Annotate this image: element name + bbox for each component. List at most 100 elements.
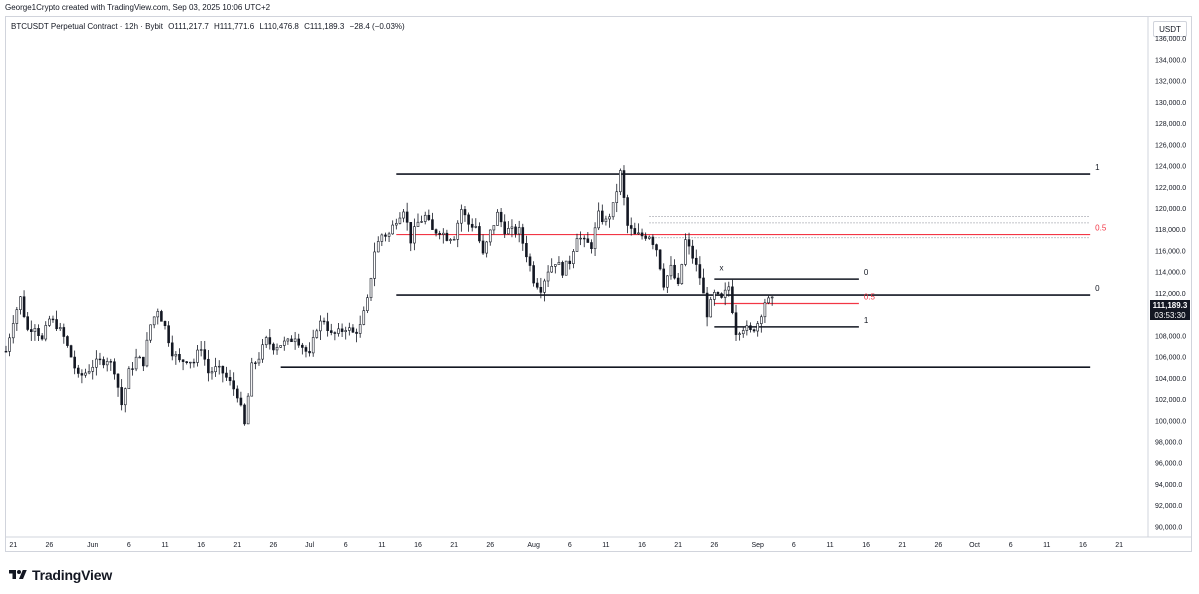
- candle-down: [673, 264, 676, 279]
- candle-down: [445, 232, 449, 241]
- candle-down: [51, 318, 55, 321]
- candle-up: [619, 170, 622, 193]
- candle-down: [333, 332, 337, 334]
- candle-down: [203, 349, 207, 360]
- candle-up: [138, 356, 142, 359]
- candle-down: [644, 235, 647, 239]
- candle-down: [109, 361, 113, 363]
- candle-down: [626, 197, 629, 226]
- candle-up: [337, 328, 340, 334]
- candle-down: [731, 286, 734, 314]
- tradingview-brand[interactable]: TradingView: [8, 566, 112, 584]
- candle-down: [170, 342, 174, 357]
- price-axis[interactable]: 90,000.0 92,000.0 94,000.0 96,000.0 98,000.0…: [1155, 36, 1186, 531]
- candle-up: [713, 292, 716, 300]
- fib-levels[interactable]: 1 0.5 0 0 0.5 1: [280, 163, 1107, 369]
- candle-up: [189, 361, 192, 364]
- tradingview-logo-icon: [9, 570, 27, 579]
- candle-down: [355, 331, 358, 334]
- candle-down: [351, 327, 355, 333]
- candle-up: [44, 325, 48, 340]
- chart-credit: George1Crypto created with TradingView.c…: [5, 3, 271, 12]
- candle-up: [413, 226, 416, 244]
- candle-up: [250, 362, 254, 397]
- candle-up: [684, 239, 687, 265]
- candle-up: [452, 239, 456, 241]
- candle-up: [199, 349, 203, 351]
- symbol-legend[interactable]: BTCUSDT Perpetual Contract · 12h · Bybit…: [11, 22, 408, 31]
- time-tick-label: 6: [792, 542, 796, 549]
- ohlc-low: L110,476.8: [259, 22, 299, 31]
- candle-up: [546, 271, 550, 282]
- fib-level-label: 1: [864, 316, 869, 325]
- time-tick-label: 16: [862, 542, 870, 549]
- price-tick-label: 108,000.0: [1155, 333, 1186, 340]
- symbol-name[interactable]: BTCUSDT Perpetual Contract · 12h · Bybit: [11, 22, 163, 31]
- candle-up: [604, 218, 608, 223]
- time-tick-label: 11: [602, 542, 609, 549]
- candle-up: [210, 371, 214, 374]
- currency-unit-button[interactable]: USDT: [1153, 21, 1187, 37]
- candle-up: [369, 278, 373, 298]
- last-price-tag: 111,189.3 03:53:30: [1150, 300, 1190, 320]
- time-axis[interactable]: 21 26 Jun 6 11 16 21 26 Jul 6 11 16 21 26 Aug 6 11 16 21 26…: [9, 542, 1123, 549]
- candle-up: [727, 286, 731, 291]
- candle-up: [214, 366, 217, 373]
- time-tick-label: 16: [197, 542, 205, 549]
- candle-up: [579, 237, 582, 240]
- candle-up: [637, 232, 640, 235]
- fib-level-label: 0.5: [1095, 224, 1107, 233]
- candle-down: [532, 265, 535, 284]
- price-tick-label: 96,000.0: [1155, 461, 1182, 468]
- candle-down: [698, 264, 702, 279]
- candle-up: [127, 368, 131, 390]
- candle-up: [550, 266, 553, 273]
- candle-up: [770, 296, 774, 299]
- price-tick-label: 92,000.0: [1155, 503, 1182, 510]
- candle-down: [62, 327, 66, 337]
- candle-down: [503, 221, 507, 235]
- candle-down: [55, 319, 58, 330]
- time-tick-label: 26: [486, 542, 494, 549]
- candle-up: [391, 224, 394, 235]
- last-price-value: 111,189.3: [1152, 301, 1188, 310]
- dotted-levels: [649, 216, 1091, 239]
- candle-up: [496, 211, 499, 226]
- candle-up: [517, 227, 521, 235]
- candle-up: [611, 202, 615, 218]
- candle-down: [98, 358, 102, 361]
- time-tick-label: 21: [9, 542, 17, 549]
- candle-down: [705, 292, 709, 318]
- candle-up: [33, 328, 37, 333]
- candle-up: [311, 337, 315, 354]
- candle-up: [366, 297, 369, 311]
- candle-down: [499, 211, 503, 223]
- candle-up: [344, 330, 348, 332]
- candle-up: [387, 233, 391, 237]
- candle-up: [680, 264, 684, 284]
- time-tick-label: 21: [1115, 542, 1123, 549]
- candle-down: [752, 329, 756, 332]
- candle-down: [80, 373, 84, 376]
- time-tick-label: 11: [161, 542, 168, 549]
- candle-down: [181, 359, 185, 362]
- candle-up: [105, 361, 109, 366]
- price-tick-label: 104,000.0: [1155, 376, 1186, 383]
- candle-down: [409, 222, 413, 244]
- candle-down: [749, 325, 752, 330]
- candle-up: [441, 232, 445, 235]
- time-tick-label: 21: [233, 542, 241, 549]
- candle-down: [40, 335, 44, 340]
- candle-up: [174, 354, 178, 357]
- candle-down: [586, 238, 590, 243]
- candle-down: [102, 359, 105, 366]
- candle-down: [131, 368, 134, 370]
- candle-down: [734, 312, 738, 335]
- candle-up: [492, 225, 496, 231]
- candle-down: [601, 210, 604, 223]
- tradingview-wordmark: TradingView: [32, 567, 113, 583]
- time-tick-label: 26: [934, 542, 942, 549]
- time-tick-label: 16: [414, 542, 422, 549]
- price-tick-label: 94,000.0: [1155, 482, 1182, 489]
